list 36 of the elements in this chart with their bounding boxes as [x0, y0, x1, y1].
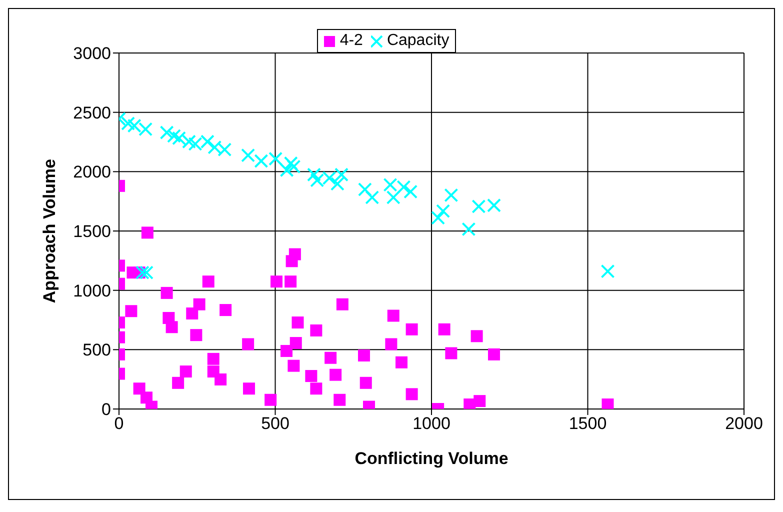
point	[307, 168, 321, 182]
y-tick-label: 2500	[73, 103, 111, 122]
legend-label: Capacity	[386, 32, 450, 50]
point	[286, 160, 301, 174]
x-axis-title: Conflicting Volume	[354, 449, 508, 468]
point	[280, 163, 294, 178]
point	[436, 204, 450, 218]
y-tick-label: 1500	[73, 222, 111, 242]
point	[135, 266, 150, 280]
point	[600, 264, 615, 278]
point	[462, 222, 476, 236]
y-tick-label: 3000	[73, 44, 111, 64]
x-tick-label: 0	[114, 414, 124, 434]
point	[386, 190, 400, 204]
point	[140, 266, 154, 280]
point	[121, 116, 136, 130]
point	[431, 210, 446, 225]
y-tick-label: 500	[82, 340, 111, 360]
point	[284, 156, 298, 170]
x-tick-label: 2000	[725, 414, 763, 434]
x-tick-label: 500	[261, 414, 290, 434]
x-tick-label: 1500	[568, 414, 607, 434]
y-tick-label: 2000	[73, 162, 111, 182]
point	[167, 128, 181, 143]
point	[404, 184, 418, 199]
y-tick-label: 0	[102, 400, 111, 420]
y-tick-label: 1000	[73, 281, 111, 300]
point	[444, 188, 458, 202]
point	[160, 126, 174, 140]
y-axis-title: Approach Volume	[40, 158, 60, 304]
point	[241, 148, 256, 162]
legend-label: 4-2	[338, 32, 363, 50]
point	[358, 182, 372, 196]
point	[365, 190, 380, 204]
point	[330, 176, 344, 191]
x-tick-label: 1000	[412, 414, 450, 434]
